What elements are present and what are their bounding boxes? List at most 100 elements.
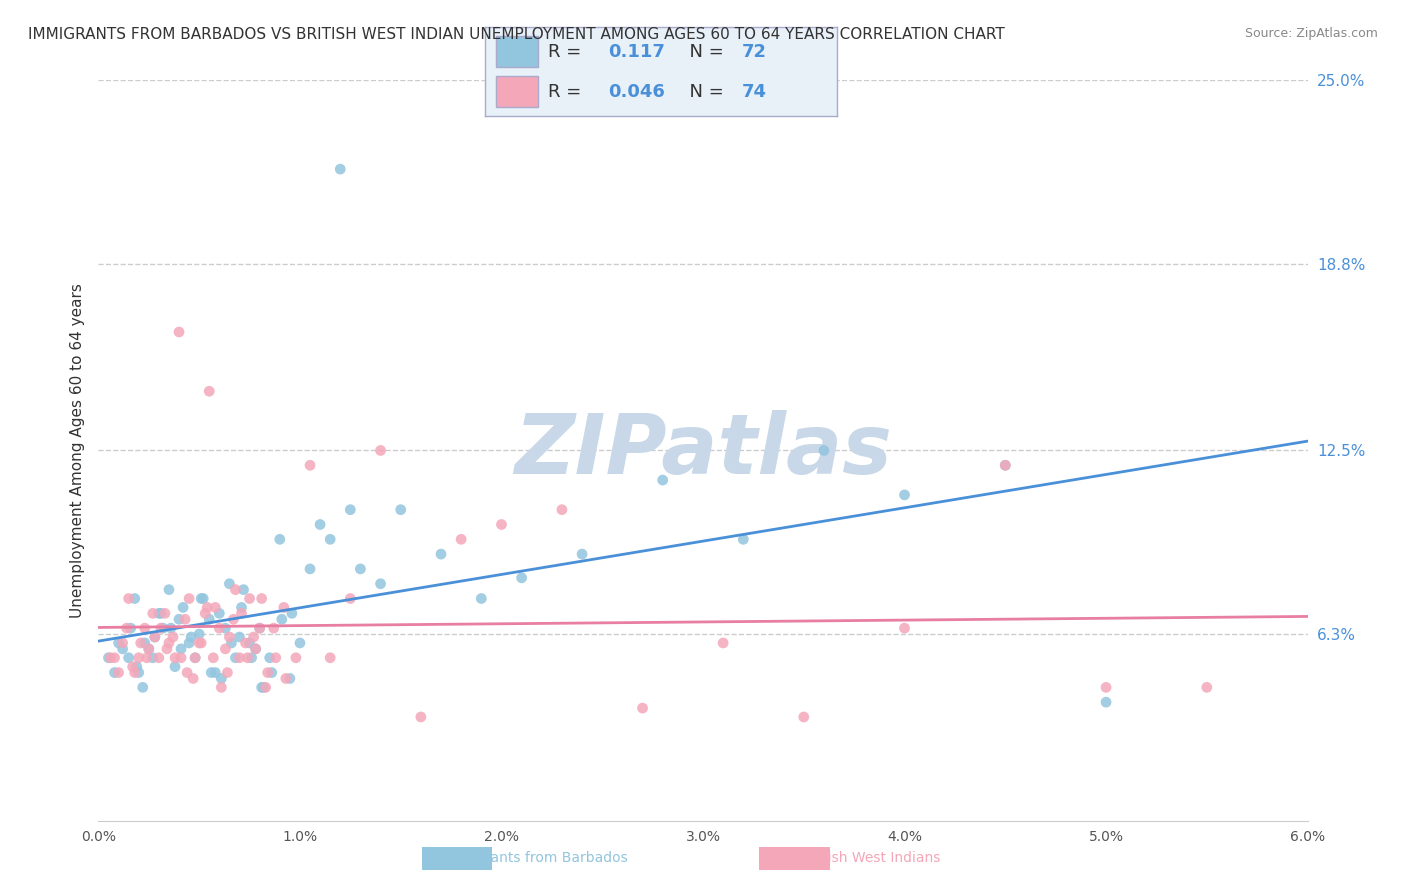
Point xyxy=(152,621,174,635)
Point xyxy=(218,630,240,644)
Point xyxy=(217,665,239,680)
Point xyxy=(153,607,176,621)
Point xyxy=(107,636,129,650)
Point xyxy=(208,607,231,621)
Point xyxy=(148,650,170,665)
Point xyxy=(184,650,207,665)
Text: ZIPatlas: ZIPatlas xyxy=(515,410,891,491)
Point xyxy=(288,636,311,650)
Point xyxy=(170,650,193,665)
Point xyxy=(118,650,141,665)
Point xyxy=(188,627,211,641)
Point xyxy=(260,665,283,680)
Point xyxy=(711,636,734,650)
Point xyxy=(142,607,165,621)
Point xyxy=(135,650,157,665)
Point xyxy=(124,665,146,680)
Point xyxy=(157,582,180,597)
Point xyxy=(157,636,180,650)
Point xyxy=(180,630,202,644)
Point xyxy=(470,591,492,606)
Point xyxy=(167,325,190,339)
Point xyxy=(228,630,250,644)
Point xyxy=(202,650,225,665)
Point xyxy=(259,650,281,665)
Text: 74: 74 xyxy=(742,83,766,101)
Point xyxy=(269,533,291,547)
Point xyxy=(172,600,194,615)
Point xyxy=(149,621,172,635)
Point xyxy=(198,612,221,626)
Text: Immigrants from Barbados: Immigrants from Barbados xyxy=(441,851,627,865)
Point xyxy=(163,650,186,665)
Text: R =: R = xyxy=(548,83,588,101)
Text: 72: 72 xyxy=(742,43,766,61)
Point xyxy=(188,636,211,650)
Point xyxy=(132,681,155,695)
Point xyxy=(232,582,254,597)
Point xyxy=(231,607,253,621)
Point xyxy=(138,641,160,656)
Point xyxy=(214,621,236,635)
Point xyxy=(299,562,322,576)
Point xyxy=(224,650,246,665)
Point xyxy=(124,591,146,606)
Point xyxy=(190,591,212,606)
Point xyxy=(107,665,129,680)
Point xyxy=(893,621,915,635)
Point xyxy=(228,650,250,665)
Point xyxy=(103,665,125,680)
Point xyxy=(571,547,593,561)
Point xyxy=(97,650,120,665)
Point xyxy=(250,681,273,695)
Point xyxy=(793,710,815,724)
Point xyxy=(208,621,231,635)
Point xyxy=(733,533,755,547)
Point xyxy=(231,600,253,615)
Point xyxy=(239,636,262,650)
Point xyxy=(242,630,264,644)
Text: N =: N = xyxy=(678,43,730,61)
Point xyxy=(184,650,207,665)
Point xyxy=(193,591,215,606)
Point xyxy=(179,636,201,650)
Point xyxy=(893,488,915,502)
Text: N =: N = xyxy=(678,83,730,101)
Point xyxy=(200,665,222,680)
Point xyxy=(370,443,392,458)
Text: 0.046: 0.046 xyxy=(607,83,665,101)
Point xyxy=(209,681,232,695)
Point xyxy=(236,650,259,665)
Point xyxy=(222,612,245,626)
Point xyxy=(651,473,673,487)
Point xyxy=(129,636,152,650)
Point xyxy=(319,650,342,665)
Point xyxy=(299,458,322,473)
Point xyxy=(214,641,236,656)
Point xyxy=(254,681,277,695)
Point xyxy=(224,582,246,597)
Point xyxy=(162,630,184,644)
Bar xyxy=(495,36,537,67)
Point xyxy=(631,701,654,715)
Point xyxy=(111,636,134,650)
Point xyxy=(138,641,160,656)
Point xyxy=(491,517,513,532)
Point xyxy=(281,607,304,621)
Point xyxy=(143,630,166,644)
Point xyxy=(181,672,204,686)
Point xyxy=(263,621,285,635)
Point xyxy=(256,665,278,680)
Point xyxy=(156,641,179,656)
Point xyxy=(143,630,166,644)
Point xyxy=(128,650,150,665)
Point xyxy=(309,517,332,532)
Point xyxy=(115,621,138,635)
Text: 0.117: 0.117 xyxy=(607,43,665,61)
Point xyxy=(163,659,186,673)
Point xyxy=(273,600,295,615)
Point xyxy=(249,621,271,635)
Point xyxy=(284,650,307,665)
Point xyxy=(329,162,352,177)
Point xyxy=(134,621,156,635)
